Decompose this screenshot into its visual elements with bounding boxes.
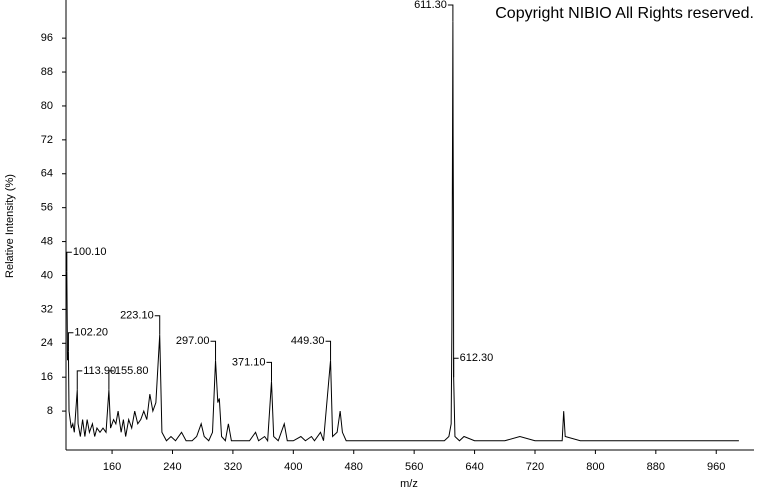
peak-label: 297.00 (176, 335, 210, 347)
peak-label: 371.10 (232, 356, 266, 368)
y-tick-label: 96 (41, 32, 53, 44)
y-tick-label: 48 (41, 235, 53, 247)
peak-bracket (453, 357, 459, 378)
y-tick-label: 88 (41, 66, 53, 78)
x-tick-label: 320 (224, 461, 242, 473)
y-tick-label: 72 (41, 134, 53, 146)
x-tick-label: 720 (526, 461, 544, 473)
y-tick-label: 64 (41, 168, 53, 180)
x-tick-label: 160 (103, 461, 121, 473)
x-axis-label: m/z (400, 478, 418, 490)
x-tick-label: 240 (163, 461, 181, 473)
x-tick-label: 960 (707, 461, 725, 473)
x-tick-label: 400 (284, 461, 302, 473)
peak-label: 611.30 (414, 0, 447, 11)
peak-bracket (66, 251, 72, 272)
x-tick-label: 800 (586, 461, 604, 473)
y-tick-label: 32 (41, 303, 53, 315)
peak-label: 449.30 (291, 335, 325, 347)
peak-label: 612.30 (460, 352, 494, 364)
peak-label: 102.20 (74, 327, 108, 339)
copyright: Copyright NIBIO All Rights reserved. (495, 5, 754, 22)
y-axis-label: Relative Intensity (%) (4, 174, 16, 278)
peak-bracket (67, 332, 74, 352)
peak-bracket (76, 370, 83, 390)
x-tick-label: 880 (647, 461, 665, 473)
peak-label: 100.10 (73, 246, 107, 258)
x-tick-label: 560 (405, 461, 423, 473)
peak-label: 155.80 (115, 365, 149, 377)
x-tick-label: 480 (345, 461, 363, 473)
y-tick-label: 40 (41, 269, 53, 281)
y-tick-label: 80 (41, 100, 53, 112)
peak-label: 223.10 (120, 310, 154, 322)
y-tick-label: 16 (41, 371, 53, 383)
peak-bracket (108, 370, 114, 390)
x-tick-label: 640 (465, 461, 483, 473)
y-tick-label: 24 (41, 337, 53, 349)
peak-bracket (266, 361, 272, 382)
peak-bracket (210, 340, 217, 361)
peak-bracket (154, 315, 161, 335)
spectrum-line (66, 21, 739, 443)
peak-bracket (325, 340, 332, 361)
peak-bracket (447, 4, 454, 22)
y-tick-label: 56 (41, 202, 53, 214)
y-tick-label: 8 (47, 405, 53, 417)
peak-label: 113.90 (83, 365, 116, 377)
